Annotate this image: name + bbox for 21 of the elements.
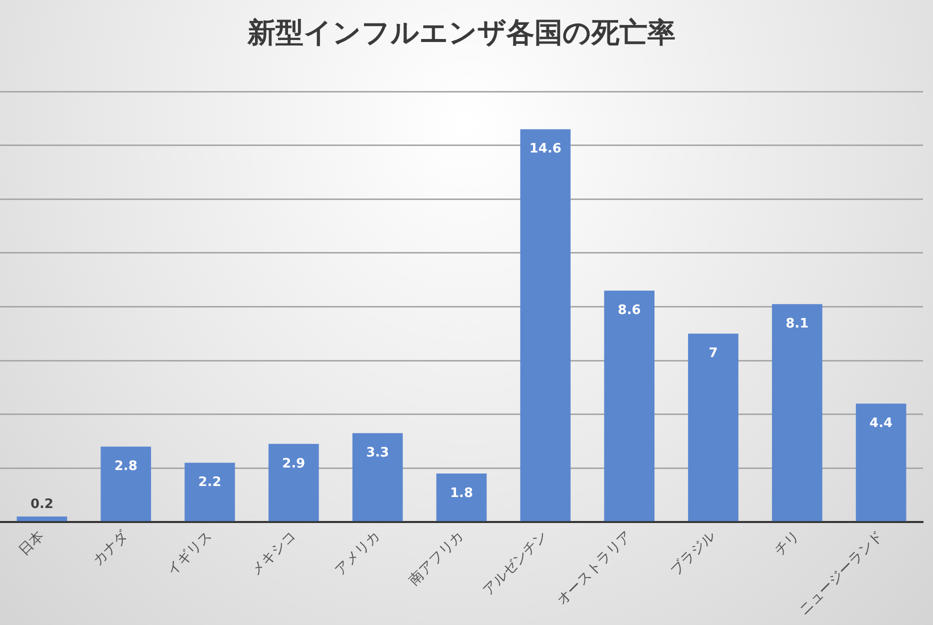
data-label: 0.2 xyxy=(30,496,54,512)
data-label: 7 xyxy=(708,346,718,362)
x-tick-label: オーストラリア xyxy=(554,528,635,609)
data-label: 1.8 xyxy=(450,486,474,501)
x-tick-label: 日本 xyxy=(16,528,48,560)
data-label: 4.4 xyxy=(870,416,893,431)
x-tick-label: メキシコ xyxy=(248,528,300,579)
data-label: 8.1 xyxy=(786,316,809,332)
x-tick-label: ブラジル xyxy=(668,528,719,579)
x-tick-label: カナダ xyxy=(90,527,132,569)
data-label: 2.2 xyxy=(198,475,222,490)
data-label: 3.3 xyxy=(366,446,390,461)
data-label: 2.9 xyxy=(282,456,306,472)
chart-title: 新型インフルエンザ各国の死亡率 xyxy=(246,16,676,50)
x-tick-label: アルゼンチン xyxy=(480,528,551,599)
x-tick-label: アメリカ xyxy=(332,528,383,579)
data-label: 8.6 xyxy=(618,303,641,318)
data-label: 14.6 xyxy=(529,142,562,157)
x-tick-label: イギリス xyxy=(164,528,216,579)
x-tick-label: 南アフリカ xyxy=(406,528,467,589)
data-label: 2.8 xyxy=(114,458,138,474)
